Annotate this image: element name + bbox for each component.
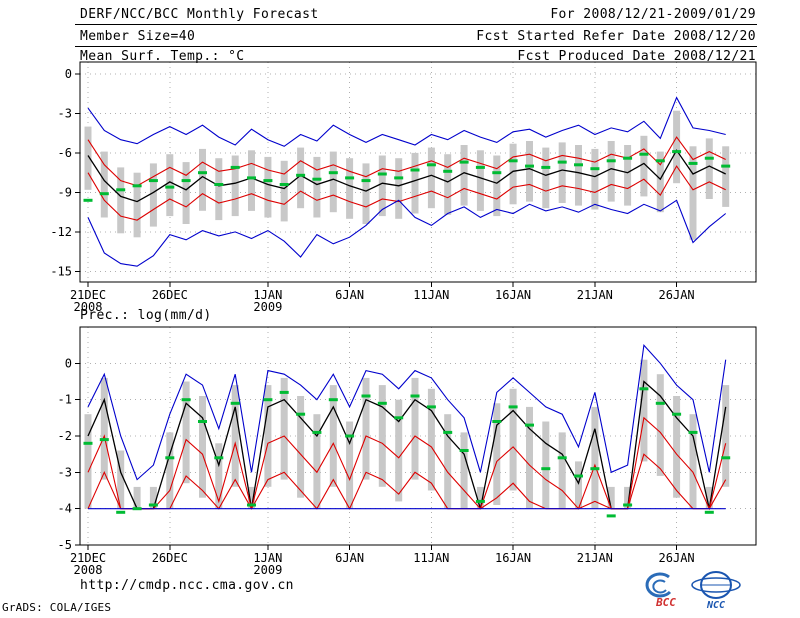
y-tick-label: -15: [50, 264, 72, 278]
x-tick-label: 21JAN: [577, 551, 613, 565]
x-tick-sublabel: 2009: [253, 563, 282, 577]
x-tick-label: 26JAN: [659, 288, 695, 302]
y-tick-label: -3: [58, 106, 72, 120]
fcst-produced-date: Fcst Produced Date 2008/12/21: [517, 49, 756, 64]
fcst-started-date: Fcst Started Refer Date 2008/12/20: [476, 29, 756, 44]
precip-chart-title: Prec.: log(mm/d): [80, 308, 212, 323]
y-tick-label: -5: [58, 538, 72, 552]
header-divider-2: [75, 46, 757, 47]
series-black-middle: [87, 149, 726, 203]
y-tick-label: -9: [58, 185, 72, 199]
page-title: DERF/NCC/BCC Monthly Forecast: [80, 7, 319, 22]
bcc-logo-inner-swirl-icon: [652, 579, 667, 594]
y-tick-label: -1: [58, 393, 72, 407]
y-tick-label: -4: [58, 502, 72, 516]
x-tick-label: 26DEC: [152, 551, 188, 565]
series-red-upper: [87, 136, 726, 187]
x-tick-label: 1JAN: [253, 288, 282, 302]
bcc-logo-swirl-icon: [645, 572, 672, 598]
y-tick-label: -6: [58, 146, 72, 160]
bcc-logo: BCC: [645, 572, 676, 608]
y-tick-label: -2: [58, 429, 72, 443]
obs-green-dashes: [83, 387, 731, 518]
x-tick-sublabel: 2008: [74, 300, 103, 314]
website-url: http://cmdp.ncc.cma.gov.cn: [80, 578, 294, 593]
x-tick-sublabel: 2009: [253, 300, 282, 314]
y-tick-label: 0: [65, 67, 72, 81]
series-blue-upper: [87, 343, 727, 481]
series-blue-upper: [87, 96, 726, 147]
ncc-logo-label: NCC: [706, 600, 725, 610]
x-tick-label: 21DEC: [70, 288, 106, 302]
ensemble-spread-bars: [84, 110, 730, 240]
plot-frame: [79, 61, 757, 283]
x-tick-label: 26DEC: [152, 288, 188, 302]
grads-credit: GrADS: COLA/IGES: [2, 601, 112, 614]
y-tick-label: -3: [58, 465, 72, 479]
x-tick-label: 6JAN: [335, 288, 364, 302]
x-tick-label: 26JAN: [659, 551, 695, 565]
series-blue-lower: [87, 199, 727, 267]
ncc-logo: NCC: [691, 571, 741, 610]
x-tick-label: 11JAN: [413, 551, 449, 565]
x-tick-label: 1JAN: [253, 551, 282, 565]
obs-green-dashes: [83, 150, 731, 202]
header-divider-1: [75, 24, 757, 25]
x-tick-sublabel: 2008: [74, 563, 103, 577]
y-tick-label: -12: [50, 225, 72, 239]
x-tick-label: 11JAN: [413, 288, 449, 302]
ncc-logo-orbit-icon: [691, 577, 741, 593]
temp-chart-title: Mean Surf. Temp.: °C: [80, 49, 245, 64]
x-tick-label: 21DEC: [70, 551, 106, 565]
ensemble-spread-bars: [84, 359, 730, 509]
member-size: Member Size=40: [80, 29, 196, 44]
x-tick-label: 6JAN: [335, 551, 364, 565]
bcc-logo-label: BCC: [655, 596, 676, 608]
x-tick-label: 16JAN: [495, 288, 531, 302]
forecast-range: For 2008/12/21-2009/01/29: [550, 7, 756, 22]
series-red-lower: [87, 165, 726, 221]
y-tick-label: 0: [65, 356, 72, 370]
x-tick-label: 16JAN: [495, 551, 531, 565]
x-tick-label: 21JAN: [577, 288, 613, 302]
